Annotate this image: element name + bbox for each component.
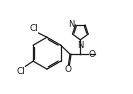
Text: Cl: Cl bbox=[29, 24, 38, 33]
Text: O: O bbox=[65, 65, 71, 74]
Text: N: N bbox=[77, 41, 84, 50]
Text: O: O bbox=[88, 50, 95, 59]
Text: Cl: Cl bbox=[16, 67, 25, 76]
Text: N: N bbox=[68, 20, 75, 29]
